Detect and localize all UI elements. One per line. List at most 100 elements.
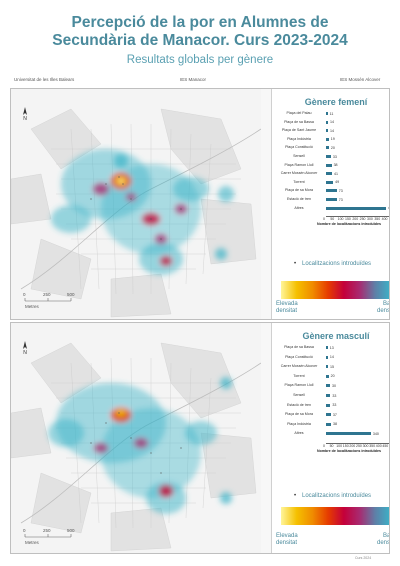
bar[interactable] <box>326 112 328 115</box>
bar-label: Estació de tren <box>287 197 311 201</box>
bar[interactable] <box>326 206 386 210</box>
bar[interactable] <box>326 120 329 124</box>
bar-label: Torrent <box>293 373 305 378</box>
x-tick-label: 500 <box>389 444 390 448</box>
bar-label: Carrer Mossèn Alcover <box>280 364 318 369</box>
side-panel-female: Gènere femení Plaça del Palau 11 Plaça de … <box>271 89 390 319</box>
bar-label: Plaça Indústria <box>287 421 311 426</box>
bar-value-label: 73 <box>338 188 343 193</box>
bar-label: Sensell <box>293 154 305 158</box>
bar[interactable] <box>326 394 331 397</box>
x-tick-label: 150 <box>342 444 349 448</box>
bar[interactable] <box>326 384 330 388</box>
bar[interactable] <box>326 172 332 176</box>
bar-chart-female: Plaça del Palau 11 Plaça de sa Bassa 14 Plaç… <box>278 111 390 241</box>
bar[interactable] <box>326 198 337 201</box>
map-panel-male: N 0 250 500 Metres Gènere masculí Plaça … <box>10 322 390 554</box>
x-axis-title: Nombre de localitzacions introduïdes <box>317 222 381 227</box>
scale-label-250: 250 <box>43 292 51 297</box>
x-tick-label: 100 <box>336 444 343 448</box>
map-panel-female: N 0 250 500 Metres Gènere femení Plaça d… <box>10 88 390 320</box>
bar-label: Plaça de sa Mora <box>285 412 313 417</box>
scale-label-0: 0 <box>23 528 26 533</box>
north-arrow-icon: N <box>23 341 27 356</box>
bar-label: Plaça Ramon Llull <box>284 162 314 167</box>
bar[interactable] <box>326 422 332 426</box>
bar-value-label: 15 <box>329 364 334 369</box>
bar[interactable] <box>326 137 329 141</box>
gender-title-male: Gènere masculí <box>302 331 370 341</box>
institution-ies-manacor: IES Manacor <box>180 77 207 82</box>
x-tick-label: 400 <box>375 444 382 448</box>
bar-value-label: 33 <box>332 393 337 398</box>
bar[interactable] <box>326 155 331 158</box>
bar-value-label: 14 <box>330 128 335 133</box>
bar[interactable] <box>326 163 332 167</box>
bar-value-label: 20 <box>330 145 335 150</box>
institution-ies-mossen-alcover: IES Mossèn Alcover <box>340 77 381 82</box>
scale-unit: Metres <box>25 304 39 309</box>
x-tick-label: 200 <box>349 444 356 448</box>
bar-label: Plaça de sa Mora <box>285 188 313 193</box>
bar[interactable] <box>326 365 328 369</box>
bar-label: Plaça Ramon Llull <box>284 383 314 388</box>
bar-value-label: 13 <box>329 345 334 350</box>
bar[interactable] <box>326 374 329 378</box>
legend-low-density: Baixa densitat <box>376 533 390 546</box>
bar-value-label: 20 <box>330 374 335 379</box>
bar[interactable] <box>326 403 331 407</box>
x-tick-label: 100 <box>337 217 344 222</box>
scale-label-500: 500 <box>67 528 75 533</box>
bar-value-label: 49 <box>335 180 340 185</box>
x-tick-label: 350 <box>374 217 381 222</box>
x-tick-label: 250 <box>356 444 362 448</box>
gender-title-female: Gènere femení <box>304 97 368 107</box>
bar-label: Plaça Indústria <box>287 136 311 141</box>
x-tick-label: 50 <box>330 217 335 222</box>
x-tick-label: 450 <box>389 217 390 221</box>
institution-uib: Universitat de les Illes Balears <box>14 77 75 82</box>
x-tick-label: 200 <box>352 217 359 222</box>
bar-value-label: 409 <box>387 206 390 211</box>
page-title: Percepció de la por en Alumnes de Secund… <box>0 14 400 50</box>
page-subtitle: Resultats globals per gènere <box>126 54 274 66</box>
bar-label: Plaça de sa Bassa <box>284 345 314 349</box>
scale-bar <box>24 298 72 302</box>
scale-label-500: 500 <box>67 292 75 297</box>
density-map-male[interactable]: N <box>11 323 261 553</box>
density-gradient-male <box>281 507 389 525</box>
bar[interactable] <box>326 129 329 133</box>
x-tick-label: 0 <box>323 444 325 448</box>
bar[interactable] <box>326 346 328 349</box>
legend-high-density: Elevada densitat <box>276 301 298 314</box>
bar-value-label: 33 <box>332 154 337 159</box>
bar-value-label: 340 <box>372 431 379 436</box>
bar[interactable] <box>326 189 337 193</box>
density-map-female[interactable]: N <box>11 89 261 319</box>
north-arrow-icon: N <box>23 107 27 122</box>
bar-value-label: 41 <box>334 171 338 176</box>
bar[interactable] <box>326 355 328 359</box>
bar-value-label: 19 <box>330 137 335 142</box>
scale-label-0: 0 <box>23 292 26 297</box>
bar[interactable] <box>326 413 331 417</box>
bar-value-label: 30 <box>331 383 336 388</box>
bar[interactable] <box>326 180 334 184</box>
x-axis-line <box>326 443 389 444</box>
density-gradient-female <box>281 281 389 299</box>
bar[interactable] <box>326 432 371 436</box>
legend-low-density: Baixa densitat <box>376 301 390 314</box>
bar-value-label: 11 <box>329 111 334 116</box>
scale-bar <box>24 534 72 538</box>
legend-high-density: Elevada densitat <box>276 533 298 546</box>
bar-label: Plaça Constitució <box>285 145 313 150</box>
x-tick-label: 400 <box>381 217 388 222</box>
bar-label: Plaça del Palau <box>286 111 312 115</box>
x-axis-line <box>326 216 389 218</box>
points-legend-label: Localitzacions introduïdes <box>302 261 372 267</box>
bar[interactable] <box>326 146 329 150</box>
bar-label: Plaça Constitució <box>285 354 313 359</box>
bar-chart-male: Plaça de sa Bassa 13 Plaça Constitució 14 Ca… <box>278 345 390 475</box>
x-tick-label: 50 <box>329 444 334 448</box>
footer-note: Curs 2024 <box>355 556 372 560</box>
